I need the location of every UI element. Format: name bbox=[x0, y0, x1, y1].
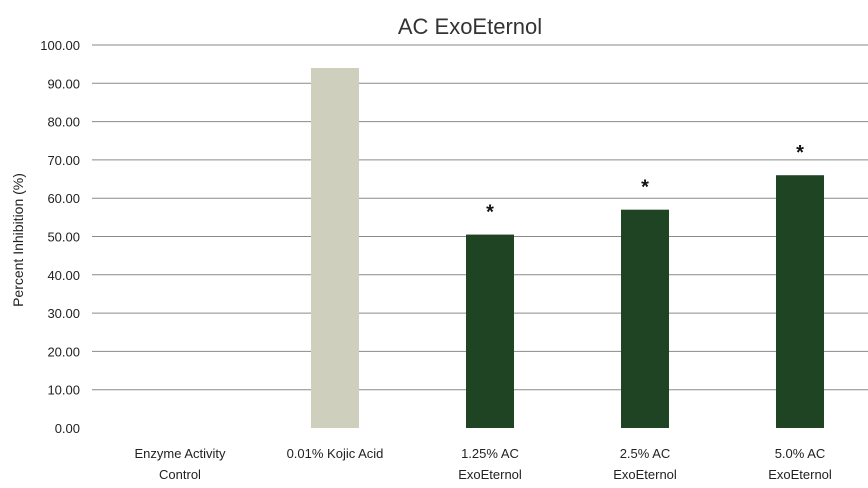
x-tick-label: 0.01% Kojic Acid bbox=[287, 446, 384, 461]
x-axis-labels: Enzyme Activity Control 0.01% Kojic Acid 1.… bbox=[134, 446, 831, 482]
y-tick-label: 90.00 bbox=[47, 76, 80, 91]
y-axis-ticks: 0.00 10.00 20.00 30.00 40.00 50.00 60.00 70.00 8… bbox=[40, 38, 80, 436]
bar bbox=[311, 67, 359, 428]
bar bbox=[776, 175, 824, 428]
y-tick-label: 70.00 bbox=[47, 153, 80, 168]
chart-title: AC ExoEternol bbox=[398, 14, 542, 39]
x-tick-label: 5.0% AC bbox=[775, 446, 826, 461]
y-tick-label: 50.00 bbox=[47, 230, 80, 245]
y-tick-label: 100.00 bbox=[40, 38, 80, 53]
y-tick-label: 80.00 bbox=[47, 115, 80, 130]
bar bbox=[621, 209, 669, 428]
significance-star: * bbox=[486, 202, 494, 224]
x-tick-label: Enzyme Activity bbox=[134, 446, 226, 461]
x-tick-label: ExoEternol bbox=[458, 467, 522, 482]
bar bbox=[466, 234, 514, 428]
x-tick-label: ExoEternol bbox=[613, 467, 677, 482]
y-tick-label: 20.00 bbox=[47, 344, 80, 359]
y-tick-label: 60.00 bbox=[47, 191, 80, 206]
x-tick-label: Control bbox=[159, 467, 201, 482]
significance-markers: * * * bbox=[486, 142, 804, 223]
significance-star: * bbox=[796, 142, 804, 164]
bars bbox=[311, 67, 824, 428]
y-axis-title: Percent Inhibition (%) bbox=[10, 173, 26, 307]
x-tick-label: 1.25% AC bbox=[461, 446, 519, 461]
y-tick-label: 0.00 bbox=[55, 421, 80, 436]
x-tick-label: 2.5% AC bbox=[620, 446, 671, 461]
y-tick-label: 40.00 bbox=[47, 268, 80, 283]
x-tick-label: ExoEternol bbox=[768, 467, 832, 482]
y-tick-label: 30.00 bbox=[47, 306, 80, 321]
y-tick-label: 10.00 bbox=[47, 383, 80, 398]
significance-star: * bbox=[641, 177, 649, 199]
